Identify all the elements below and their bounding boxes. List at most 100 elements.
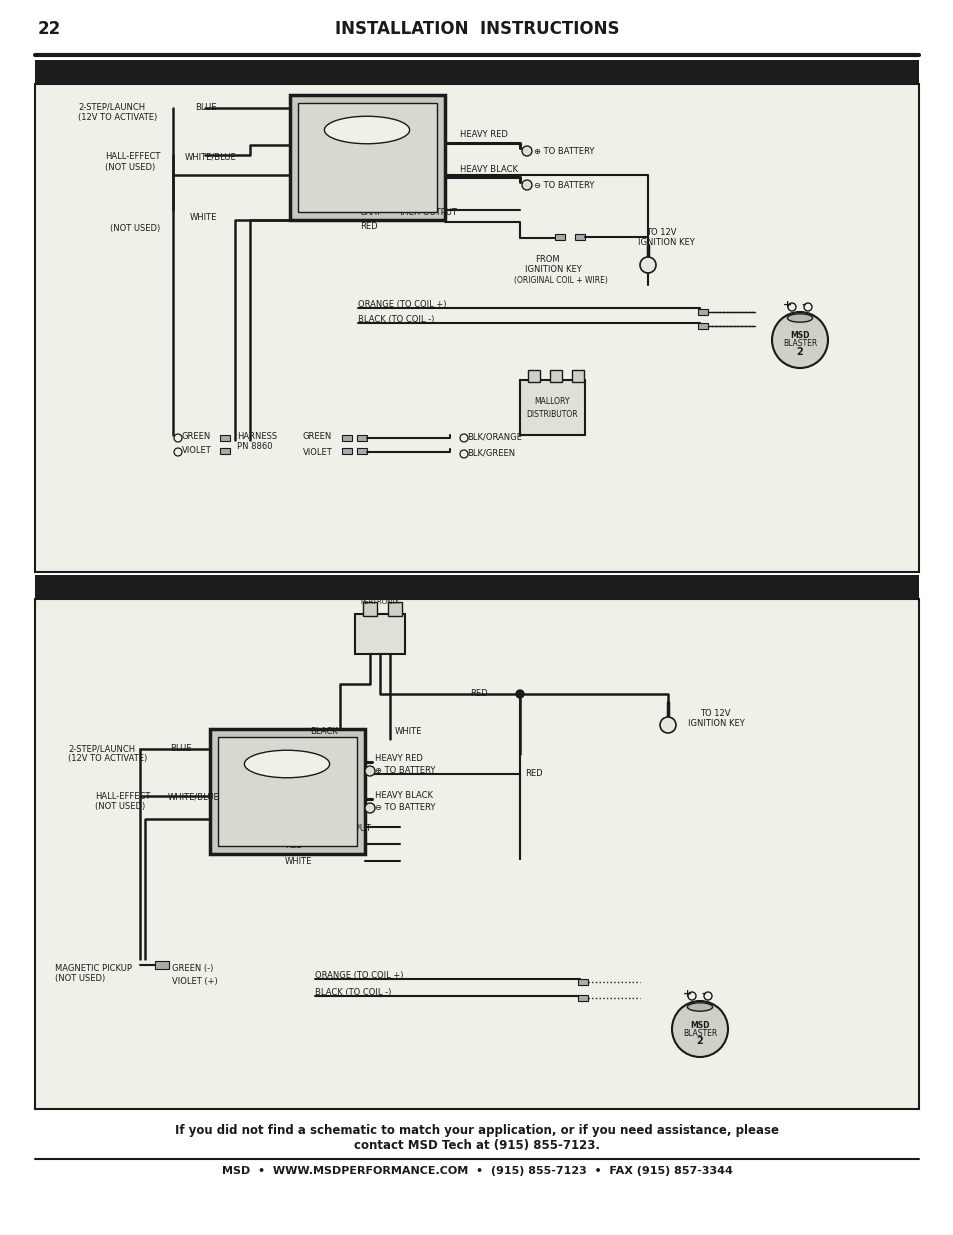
Text: SPARK: SPARK <box>356 165 376 170</box>
Text: (NOT USED): (NOT USED) <box>95 802 145 811</box>
Bar <box>220 448 230 454</box>
Text: WHITE/BLUE: WHITE/BLUE <box>168 792 219 802</box>
Text: (12V TO ACTIVATE): (12V TO ACTIVATE) <box>68 755 147 763</box>
Text: BLUE: BLUE <box>194 103 216 112</box>
Text: SPARK: SPARK <box>276 799 296 804</box>
Text: BLACK (TO COIL -): BLACK (TO COIL -) <box>314 988 391 997</box>
Text: 2: 2 <box>696 1036 702 1046</box>
Bar <box>154 961 169 969</box>
Text: MALLORY: MALLORY <box>534 398 569 406</box>
Text: BLACK (TO COIL -): BLACK (TO COIL -) <box>357 315 434 324</box>
Bar <box>363 601 376 616</box>
Text: MSD: MSD <box>690 1020 709 1030</box>
Text: (12V TO ACTIVATE): (12V TO ACTIVATE) <box>78 112 157 122</box>
Text: HEAVY BLACK: HEAVY BLACK <box>375 790 433 800</box>
Text: RED: RED <box>470 689 487 698</box>
Ellipse shape <box>244 750 330 778</box>
Text: ⊖ TO BATTERY: ⊖ TO BATTERY <box>534 182 594 190</box>
Text: GRAY: GRAY <box>285 824 307 832</box>
Text: -: - <box>701 989 705 999</box>
Text: DISTRIBUTOR: DISTRIBUTOR <box>356 583 403 589</box>
Text: HEAVY RED: HEAVY RED <box>459 130 507 140</box>
Text: DISCHARGE: DISCHARGE <box>268 805 305 810</box>
Text: BLASTER: BLASTER <box>782 340 817 348</box>
Text: (NOT USED): (NOT USED) <box>110 224 160 233</box>
Bar <box>341 435 352 441</box>
Text: contact MSD Tech at (915) 855-7123.: contact MSD Tech at (915) 855-7123. <box>354 1139 599 1152</box>
Text: MSD  •  WWW.MSDPERFORMANCE.COM  •  (915) 855-7123  •  FAX (915) 857-3344: MSD • WWW.MSDPERFORMANCE.COM • (915) 855… <box>221 1166 732 1176</box>
Text: RED: RED <box>524 769 542 778</box>
Text: TACH OUTPUT: TACH OUTPUT <box>312 824 371 832</box>
Bar <box>218 737 356 846</box>
Bar <box>35 84 918 572</box>
Bar <box>527 370 539 382</box>
Bar <box>297 103 436 212</box>
Circle shape <box>771 312 827 368</box>
Text: MSD: MSD <box>264 747 310 766</box>
Text: Wiring to a Pertronix Ignitor Kit.: Wiring to a Pertronix Ignitor Kit. <box>247 577 504 590</box>
Text: HEAVY RED: HEAVY RED <box>375 755 422 763</box>
Text: ⊖ TO BATTERY: ⊖ TO BATTERY <box>375 803 435 811</box>
Text: HALL-EFFECT: HALL-EFFECT <box>95 792 151 802</box>
Text: GAL-2: GAL-2 <box>270 774 304 784</box>
Text: BLK/GREEN: BLK/GREEN <box>467 448 515 457</box>
Text: If you did not find a schematic to match your application, or if you need assist: If you did not find a schematic to match… <box>174 1124 779 1137</box>
Text: INSTALLATION  INSTRUCTIONS: INSTALLATION INSTRUCTIONS <box>335 20 618 38</box>
Text: GRAY: GRAY <box>359 207 382 217</box>
Text: TO 12V: TO 12V <box>700 709 730 718</box>
Bar <box>210 729 365 853</box>
Text: GREEN (-): GREEN (-) <box>172 965 213 973</box>
Bar <box>575 233 584 240</box>
Text: RED: RED <box>359 222 377 231</box>
Text: PN 6421: PN 6421 <box>354 186 379 191</box>
Text: IGNITION KEY: IGNITION KEY <box>524 266 581 274</box>
Text: VIOLET (+): VIOLET (+) <box>172 977 217 986</box>
Text: (NOT USED): (NOT USED) <box>105 163 155 172</box>
Circle shape <box>365 803 375 813</box>
Text: BLASTER: BLASTER <box>682 1029 717 1037</box>
Text: GAL-2: GAL-2 <box>350 140 384 149</box>
Bar <box>355 614 405 655</box>
Text: VIOLET: VIOLET <box>303 448 333 457</box>
Bar <box>35 576 918 599</box>
Ellipse shape <box>786 314 812 322</box>
Text: +: + <box>682 989 692 999</box>
Text: IGNITION KEY: IGNITION KEY <box>687 719 744 727</box>
Circle shape <box>521 180 532 190</box>
Text: MAGNETIC PICKUP: MAGNETIC PICKUP <box>55 965 132 973</box>
Text: ⊕ TO BATTERY: ⊕ TO BATTERY <box>534 147 594 156</box>
Text: +: + <box>782 300 792 310</box>
Text: 22: 22 <box>38 20 61 38</box>
Text: WHITE: WHITE <box>285 857 312 866</box>
Text: TO 12V: TO 12V <box>645 228 676 237</box>
Text: MULTIPLE: MULTIPLE <box>273 792 301 797</box>
Bar <box>698 324 707 329</box>
Text: PN 8860: PN 8860 <box>236 442 273 451</box>
Text: DISCHARGE: DISCHARGE <box>348 172 385 177</box>
Text: WITH: WITH <box>371 592 389 597</box>
Ellipse shape <box>324 116 409 143</box>
Text: AFTERMARKET COMPONENTS: AFTERMARKET COMPONENTS <box>42 62 262 75</box>
Bar <box>519 380 584 435</box>
Text: ORANGE (TO COIL +): ORANGE (TO COIL +) <box>314 971 403 981</box>
Text: BLACK: BLACK <box>310 727 337 736</box>
Bar <box>578 979 587 986</box>
Text: ORANGE (TO COIL +): ORANGE (TO COIL +) <box>357 300 446 309</box>
Text: MSD: MSD <box>344 114 390 131</box>
Text: RED: RED <box>285 841 302 850</box>
Text: BLUE: BLUE <box>170 743 192 753</box>
Text: Wiring a Mallory 9000 Series using Magnetic Pickup.: Wiring a Mallory 9000 Series using Magne… <box>247 62 656 75</box>
Circle shape <box>671 1002 727 1057</box>
Bar <box>578 995 587 1002</box>
Bar <box>572 370 583 382</box>
Bar <box>555 233 564 240</box>
Text: PN 6421: PN 6421 <box>274 820 300 825</box>
Bar <box>35 61 918 84</box>
Text: GREEN: GREEN <box>182 432 211 441</box>
Circle shape <box>516 690 523 698</box>
Text: PERTRONIX: PERTRONIX <box>360 599 399 605</box>
Circle shape <box>639 257 656 273</box>
Text: VIOLET: VIOLET <box>182 446 212 454</box>
Circle shape <box>659 718 676 734</box>
Text: FROM: FROM <box>535 254 559 264</box>
